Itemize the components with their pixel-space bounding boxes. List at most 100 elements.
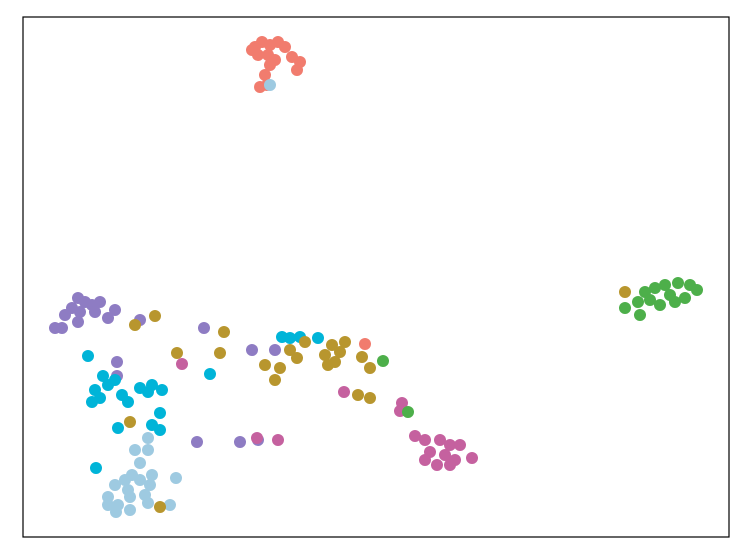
point: [279, 41, 291, 53]
point: [439, 449, 451, 461]
point: [198, 322, 210, 334]
point: [134, 457, 146, 469]
point: [434, 434, 446, 446]
point: [272, 434, 284, 446]
point: [284, 332, 296, 344]
point: [134, 474, 146, 486]
point: [274, 362, 286, 374]
point: [191, 436, 203, 448]
point: [111, 356, 123, 368]
point: [312, 332, 324, 344]
point: [644, 294, 656, 306]
point: [149, 310, 161, 322]
point: [59, 309, 71, 321]
point: [269, 374, 281, 386]
point: [649, 282, 661, 294]
point: [170, 472, 182, 484]
point: [72, 316, 84, 328]
point: [97, 370, 109, 382]
point: [419, 434, 431, 446]
point: [146, 469, 158, 481]
point: [156, 384, 168, 396]
point: [326, 339, 338, 351]
point: [129, 319, 141, 331]
point: [142, 386, 154, 398]
point: [246, 44, 258, 56]
point: [291, 64, 303, 76]
point: [142, 497, 154, 509]
point: [329, 356, 341, 368]
plot-frame: [22, 16, 730, 538]
point: [339, 336, 351, 348]
point: [634, 309, 646, 321]
point: [144, 479, 156, 491]
point: [364, 392, 376, 404]
point: [364, 362, 376, 374]
point: [691, 284, 703, 296]
point: [109, 479, 121, 491]
point: [154, 424, 166, 436]
point: [218, 326, 230, 338]
point: [154, 501, 166, 513]
point: [466, 452, 478, 464]
point: [619, 302, 631, 314]
point: [102, 499, 114, 511]
point: [284, 344, 296, 356]
point: [672, 277, 684, 289]
point: [454, 439, 466, 451]
point: [291, 352, 303, 364]
point: [632, 296, 644, 308]
point: [264, 79, 276, 91]
point: [259, 359, 271, 371]
point: [234, 436, 246, 448]
point: [112, 422, 124, 434]
point: [109, 374, 121, 386]
point: [122, 484, 134, 496]
point: [338, 386, 350, 398]
point: [154, 407, 166, 419]
point: [619, 286, 631, 298]
point: [654, 299, 666, 311]
point: [269, 344, 281, 356]
point: [356, 351, 368, 363]
point: [171, 347, 183, 359]
point: [86, 396, 98, 408]
point: [94, 296, 106, 308]
point: [359, 338, 371, 350]
point: [444, 439, 456, 451]
point: [419, 454, 431, 466]
point: [214, 347, 226, 359]
point: [334, 346, 346, 358]
point: [142, 432, 154, 444]
point: [664, 289, 676, 301]
point: [251, 432, 263, 444]
point: [204, 368, 216, 380]
point: [444, 459, 456, 471]
point: [110, 506, 122, 518]
point: [409, 430, 421, 442]
point: [176, 358, 188, 370]
point: [246, 344, 258, 356]
point: [659, 279, 671, 291]
point: [377, 355, 389, 367]
point: [82, 350, 94, 362]
point: [124, 416, 136, 428]
point: [74, 306, 86, 318]
point: [142, 444, 154, 456]
point: [164, 499, 176, 511]
point: [264, 59, 276, 71]
point: [90, 462, 102, 474]
point: [352, 389, 364, 401]
point: [56, 322, 68, 334]
point: [124, 504, 136, 516]
point: [431, 459, 443, 471]
point: [122, 396, 134, 408]
point: [319, 349, 331, 361]
point: [89, 306, 101, 318]
point: [102, 312, 114, 324]
point: [679, 292, 691, 304]
point: [299, 336, 311, 348]
point: [402, 406, 414, 418]
point: [109, 304, 121, 316]
